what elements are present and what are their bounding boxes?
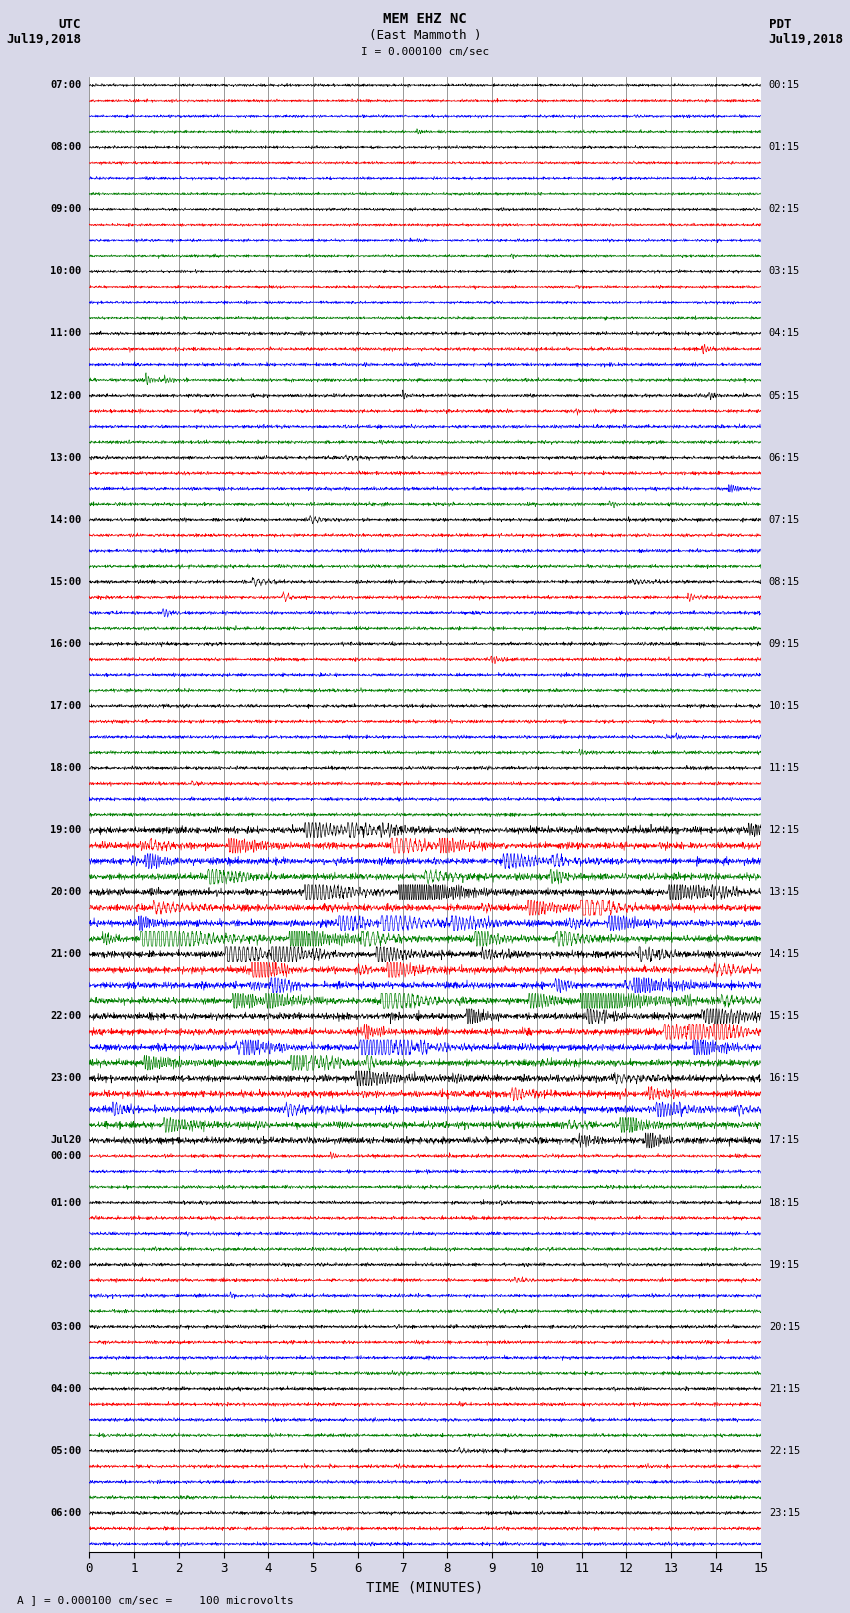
Text: (East Mammoth ): (East Mammoth ) (369, 29, 481, 42)
Text: 08:00: 08:00 (50, 142, 82, 152)
Text: 10:00: 10:00 (50, 266, 82, 276)
Text: Jul20: Jul20 (50, 1136, 82, 1145)
Text: 02:15: 02:15 (768, 205, 800, 215)
Text: 04:00: 04:00 (50, 1384, 82, 1394)
Text: 05:00: 05:00 (50, 1445, 82, 1457)
Text: 01:00: 01:00 (50, 1197, 82, 1208)
Text: 03:15: 03:15 (768, 266, 800, 276)
Text: 20:15: 20:15 (768, 1321, 800, 1332)
Text: UTC: UTC (59, 18, 82, 31)
Text: 12:15: 12:15 (768, 826, 800, 836)
Text: 10:15: 10:15 (768, 702, 800, 711)
Text: MEM EHZ NC: MEM EHZ NC (383, 13, 467, 26)
Text: 16:00: 16:00 (50, 639, 82, 648)
Text: 22:00: 22:00 (50, 1011, 82, 1021)
Text: 13:00: 13:00 (50, 453, 82, 463)
Text: PDT: PDT (768, 18, 791, 31)
Text: 21:00: 21:00 (50, 948, 82, 960)
Text: 18:15: 18:15 (768, 1197, 800, 1208)
Text: 20:00: 20:00 (50, 887, 82, 897)
Text: 19:00: 19:00 (50, 826, 82, 836)
Text: 12:00: 12:00 (50, 390, 82, 400)
Text: 07:15: 07:15 (768, 515, 800, 524)
Text: 23:00: 23:00 (50, 1073, 82, 1084)
Text: 11:15: 11:15 (768, 763, 800, 773)
Text: Jul19,2018: Jul19,2018 (6, 34, 82, 47)
Text: 03:00: 03:00 (50, 1321, 82, 1332)
Text: 18:00: 18:00 (50, 763, 82, 773)
Text: 11:00: 11:00 (50, 329, 82, 339)
Text: 09:15: 09:15 (768, 639, 800, 648)
Text: 07:00: 07:00 (50, 81, 82, 90)
Text: 01:15: 01:15 (768, 142, 800, 152)
Text: 15:00: 15:00 (50, 577, 82, 587)
Text: 09:00: 09:00 (50, 205, 82, 215)
Text: 15:15: 15:15 (768, 1011, 800, 1021)
Text: 22:15: 22:15 (768, 1445, 800, 1457)
Text: A ] = 0.000100 cm/sec =    100 microvolts: A ] = 0.000100 cm/sec = 100 microvolts (17, 1595, 294, 1605)
Text: 06:15: 06:15 (768, 453, 800, 463)
Text: 17:15: 17:15 (768, 1136, 800, 1145)
Text: 00:00: 00:00 (50, 1152, 82, 1161)
Text: 14:00: 14:00 (50, 515, 82, 524)
Text: 17:00: 17:00 (50, 702, 82, 711)
Text: 06:00: 06:00 (50, 1508, 82, 1518)
X-axis label: TIME (MINUTES): TIME (MINUTES) (366, 1581, 484, 1595)
Text: 19:15: 19:15 (768, 1260, 800, 1269)
Text: I = 0.000100 cm/sec: I = 0.000100 cm/sec (361, 47, 489, 56)
Text: 13:15: 13:15 (768, 887, 800, 897)
Text: 05:15: 05:15 (768, 390, 800, 400)
Text: 04:15: 04:15 (768, 329, 800, 339)
Text: 23:15: 23:15 (768, 1508, 800, 1518)
Text: 14:15: 14:15 (768, 948, 800, 960)
Text: 00:15: 00:15 (768, 81, 800, 90)
Text: 02:00: 02:00 (50, 1260, 82, 1269)
Text: 21:15: 21:15 (768, 1384, 800, 1394)
Text: 16:15: 16:15 (768, 1073, 800, 1084)
Text: 08:15: 08:15 (768, 577, 800, 587)
Text: Jul19,2018: Jul19,2018 (768, 34, 844, 47)
